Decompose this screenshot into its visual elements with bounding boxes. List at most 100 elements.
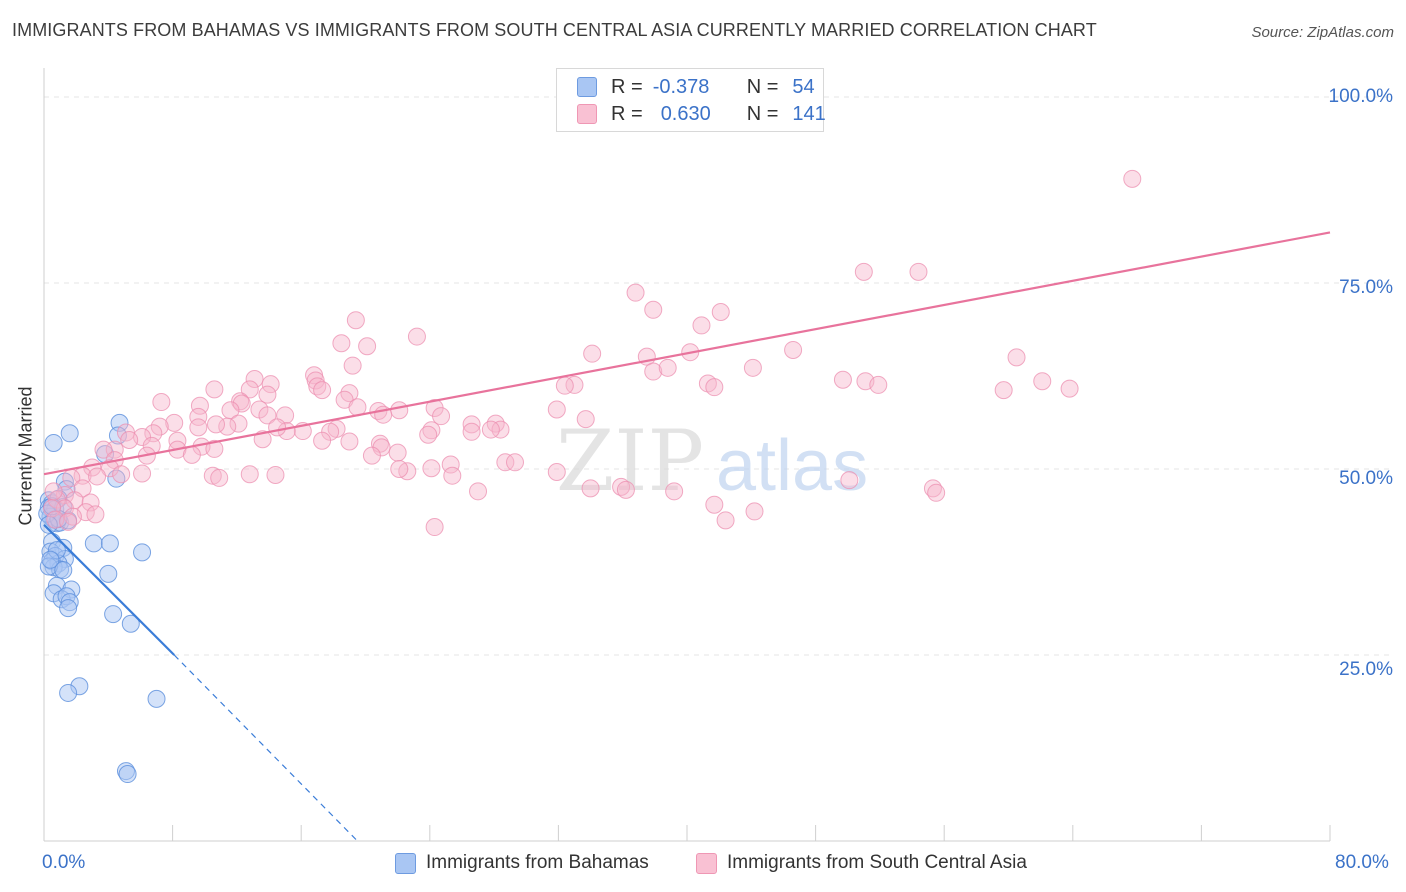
data-point-south-central-asia [88,467,107,486]
data-point-south-central-asia [258,406,277,425]
data-point-south-central-asia [616,480,635,499]
data-point-bahamas [59,599,78,618]
data-point-south-central-asia [313,431,332,450]
data-point-south-central-asia [313,381,332,400]
data-point-south-central-asia [462,422,481,441]
legend-r-value: 0.630 [660,102,711,125]
data-point-south-central-asia [994,381,1013,400]
y-tick-label: 25.0% [1339,659,1393,680]
data-point-bahamas [147,689,166,708]
data-point-south-central-asia [182,445,201,464]
data-point-south-central-asia [626,283,645,302]
data-point-bahamas [41,550,60,569]
trend-line-bahamas [43,524,175,656]
data-point-south-central-asia [340,432,359,451]
data-point-south-central-asia [419,425,438,444]
data-point-south-central-asia [927,483,946,502]
data-point-south-central-asia [462,415,481,434]
data-point-south-central-asia [205,439,224,458]
data-point-south-central-asia [743,358,762,377]
data-point-south-central-asia [407,327,426,346]
data-point-south-central-asia [268,418,287,437]
data-point-south-central-asia [165,413,184,432]
data-point-south-central-asia [555,376,574,395]
series-legend: Immigrants from Bahamas Immigrants from … [0,852,1406,878]
data-point-south-central-asia [346,311,365,330]
data-point-south-central-asia [362,446,381,465]
data-point-south-central-asia [612,477,631,496]
data-point-south-central-asia [565,375,584,394]
data-point-south-central-asia [432,407,451,426]
data-point-south-central-asia [240,380,259,399]
data-point-south-central-asia [833,370,852,389]
legend-row-bahamas: R = -0.378 N = 54 [577,75,815,99]
watermark-zip: ZIP [556,412,704,510]
data-point-south-central-asia [547,462,566,481]
data-point-south-central-asia [232,394,251,413]
data-point-south-central-asia [909,262,928,281]
data-point-bahamas [44,433,63,452]
data-point-south-central-asia [43,499,62,518]
data-point-south-central-asia [422,459,441,478]
legend-r-label: R = [611,75,643,98]
data-point-south-central-asia [152,393,171,412]
data-point-south-central-asia [343,356,362,375]
data-point-south-central-asia [63,507,82,526]
legend-swatch-blue [395,852,416,874]
data-point-bahamas [133,543,152,562]
grid-lines [44,96,1392,656]
data-point-south-central-asia [481,420,500,439]
data-point-south-central-asia [390,460,409,478]
data-point-south-central-asia [665,482,684,501]
data-point-south-central-asia [1060,379,1079,398]
legend-item-label: Immigrants from Bahamas [426,852,649,873]
data-point-south-central-asia [1007,348,1026,367]
data-point-bahamas [118,765,137,784]
y-tick-label: 50.0% [1339,468,1393,489]
data-point-south-central-asia [112,465,131,484]
data-point-south-central-asia [358,337,377,356]
data-point-south-central-asia [705,378,724,397]
legend-swatch-pink [696,852,717,874]
data-point-south-central-asia [133,464,152,483]
legend-swatch-blue [577,77,597,97]
stats-legend: R = -0.378 N = 54 R = 0.630 N = 141 [556,68,826,132]
data-point-south-central-asia [390,401,409,420]
chart-title: IMMIGRANTS FROM BAHAMAS VS IMMIGRANTS FR… [12,20,1097,40]
legend-n-label: N = [746,102,779,125]
data-point-south-central-asia [100,459,119,478]
x-tick-label-min: 0.0% [42,852,86,873]
watermark-atlas: atlas [716,426,868,506]
legend-item-bahamas[interactable]: Immigrants from Bahamas [395,852,649,874]
legend-swatch-pink [577,104,597,124]
data-point-south-central-asia [658,358,677,377]
legend-r-label: R = [611,102,643,125]
data-point-south-central-asia [443,466,462,485]
legend-item-south-central-asia[interactable]: Immigrants from South Central Asia [696,852,1027,874]
data-point-south-central-asia [491,420,510,439]
legend-row-south-central-asia: R = 0.630 N = 141 [577,102,826,126]
data-point-bahamas [104,605,123,624]
data-point-south-central-asia [469,482,488,501]
data-point-south-central-asia [547,400,566,419]
data-point-south-central-asia [441,455,460,474]
axes [43,68,1331,842]
data-point-bahamas [99,564,118,583]
data-point-bahamas [59,683,78,702]
y-axis-label: Currently Married [15,386,36,526]
data-point-south-central-asia [189,407,208,426]
data-point-south-central-asia [644,362,663,381]
data-point-south-central-asia [205,380,224,399]
data-point-south-central-asia [486,414,505,433]
data-point-south-central-asia [505,453,524,472]
data-point-south-central-asia [94,440,113,459]
data-point-south-central-asia [1123,169,1142,188]
data-point-south-central-asia [716,511,735,530]
legend-item-label: Immigrants from South Central Asia [727,852,1027,873]
data-point-south-central-asia [869,375,888,394]
data-point-south-central-asia [189,418,208,437]
data-point-south-central-asia [261,375,280,394]
data-point-south-central-asia [711,303,730,322]
data-point-bahamas [60,424,79,443]
